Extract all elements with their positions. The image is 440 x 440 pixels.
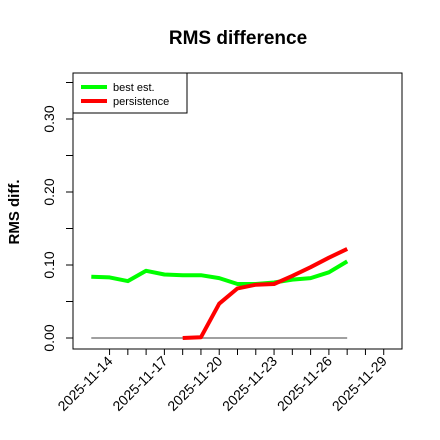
- series-lines: [91, 247, 349, 340]
- y-tick-label: 0.20: [41, 178, 57, 205]
- x-tick-label: 2025-11-20: [164, 353, 225, 414]
- y-tick-label: 0.10: [41, 251, 57, 278]
- y-axis-label: RMS diff.: [6, 180, 23, 245]
- legend-box: [72, 72, 188, 114]
- axes: 0.000.100.200.302025-11-142025-11-172025…: [41, 82, 390, 414]
- legend: best est. persistence: [72, 72, 188, 114]
- y-tick-label: 0.30: [41, 105, 57, 132]
- series-line-persistence: [182, 247, 349, 340]
- series-line-best-est: [91, 259, 349, 286]
- legend-label-best-est: best est.: [113, 82, 155, 94]
- x-tick-label: 2025-11-17: [109, 353, 170, 414]
- plot-frame: [72, 72, 403, 350]
- x-tick-label: 2025-11-29: [329, 353, 390, 414]
- x-tick-label: 2025-11-26: [274, 353, 335, 414]
- x-tick-label: 2025-11-14: [54, 353, 115, 414]
- x-tick-label: 2025-11-23: [219, 353, 280, 414]
- y-tick-label: 0.00: [41, 324, 57, 351]
- legend-label-persistence: persistence: [113, 96, 169, 108]
- chart-title: RMS difference: [169, 28, 307, 49]
